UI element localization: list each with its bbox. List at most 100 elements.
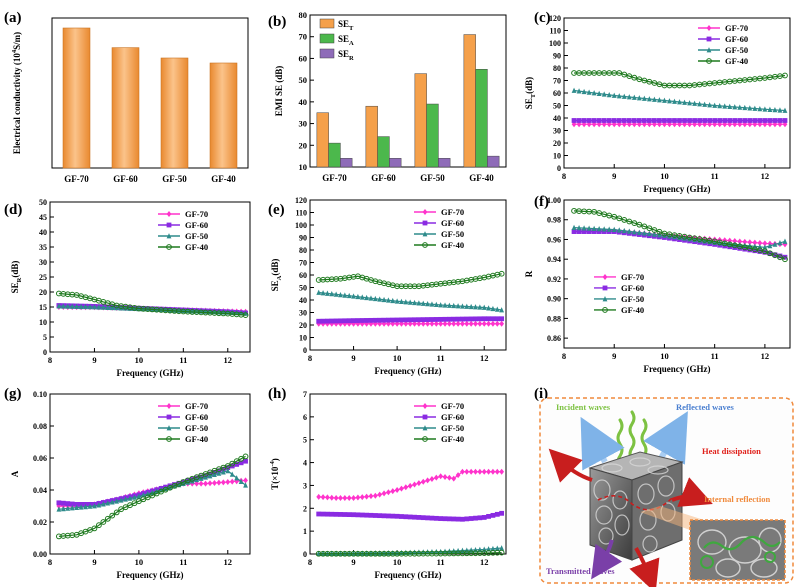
point-gf-70 xyxy=(416,480,422,487)
point-gf-60 xyxy=(325,511,330,517)
legend-sub: A xyxy=(349,40,354,47)
legend-main: SE xyxy=(338,34,349,44)
point-gf-40 xyxy=(113,509,120,516)
point-gf-50 xyxy=(87,503,93,509)
point-gf-60 xyxy=(368,317,374,323)
point-gf-60 xyxy=(727,118,733,123)
y-tick-label: 15 xyxy=(39,303,47,312)
point-gf-50 xyxy=(78,303,84,310)
point-gf-70 xyxy=(407,320,413,327)
point-gf-40 xyxy=(651,227,658,233)
point-gf-70 xyxy=(460,468,465,475)
point-gf-70 xyxy=(359,320,365,327)
point-gf-60 xyxy=(399,317,404,323)
x-tick-label: 8 xyxy=(48,355,52,365)
point-gf-50 xyxy=(100,304,106,310)
point-gf-50 xyxy=(407,299,413,305)
point-gf-50 xyxy=(203,474,208,480)
point-gf-40 xyxy=(636,221,643,228)
point-gf-70 xyxy=(229,478,235,485)
point-gf-70 xyxy=(477,468,483,475)
point-gf-40 xyxy=(498,549,505,556)
point-gf-50 xyxy=(118,497,124,503)
legend-marker xyxy=(166,425,172,431)
point-gf-70 xyxy=(420,478,426,485)
point-gf-50 xyxy=(342,292,348,298)
point-gf-50 xyxy=(438,302,444,308)
legend-marker xyxy=(422,209,428,215)
x-tick-label: GF-50 xyxy=(420,173,445,183)
x-tick-label: 8 xyxy=(48,557,52,567)
y-tick-label: 70 xyxy=(299,259,307,268)
point-gf-40 xyxy=(782,72,788,79)
x-tick-label: GF-40 xyxy=(211,174,236,184)
point-gf-70 xyxy=(451,475,457,482)
point-gf-50 xyxy=(586,89,592,95)
point-gf-60 xyxy=(621,118,627,123)
panel-label-b: (b) xyxy=(268,14,286,30)
y-axis-label-end: (dB) xyxy=(10,261,20,278)
y-tick-label: 80 xyxy=(299,10,308,20)
x-tick-label: 12 xyxy=(480,353,489,363)
point-gf-50 xyxy=(468,303,474,310)
point-gf-60 xyxy=(586,118,592,123)
point-gf-70 xyxy=(473,468,478,475)
y-tick-label: 0.06 xyxy=(33,454,47,463)
legend-marker xyxy=(422,403,428,409)
point-gf-70 xyxy=(433,474,439,481)
x-axis-label: Frequency (GHz) xyxy=(643,364,710,374)
point-gf-40 xyxy=(641,77,648,84)
point-gf-50 xyxy=(672,98,677,104)
legend-marker xyxy=(422,242,428,248)
point-gf-60 xyxy=(60,500,66,506)
x-tick-label: 8 xyxy=(562,171,566,181)
point-gf-70 xyxy=(399,320,404,327)
y-tick-label: 20 xyxy=(299,321,307,330)
point-gf-50 xyxy=(782,107,788,113)
point-gf-50 xyxy=(446,302,452,308)
x-tick-label: GF-40 xyxy=(469,173,494,183)
legend-marker xyxy=(166,403,172,409)
y-tick-label: 5 xyxy=(43,333,47,342)
bar-se_t-gf-50 xyxy=(414,73,427,168)
point-gf-60 xyxy=(403,317,409,323)
point-gf-50 xyxy=(611,226,617,232)
point-gf-50 xyxy=(601,91,607,97)
point-gf-60 xyxy=(494,316,500,322)
point-gf-70 xyxy=(446,474,452,481)
y-tick-label: 50 xyxy=(299,284,307,293)
reflected-waves-icon xyxy=(580,411,688,471)
x-tick-label: 11 xyxy=(179,557,187,567)
panel-label-e: (e) xyxy=(268,202,285,218)
y-tick-label: 0.02 xyxy=(33,518,47,527)
point-gf-60 xyxy=(325,318,330,324)
point-gf-50 xyxy=(732,104,738,110)
schematic-panel: Incident waves Reflected waves Heat diss… xyxy=(539,397,794,587)
point-gf-50 xyxy=(490,545,496,552)
y-tick-label: 70 xyxy=(553,77,561,86)
point-gf-60 xyxy=(394,317,400,323)
point-gf-40 xyxy=(238,455,245,462)
legend-marker xyxy=(166,436,172,442)
point-gf-60 xyxy=(742,246,748,252)
transmitted-waves-label: Transmitted waves xyxy=(546,566,615,576)
point-gf-60 xyxy=(56,500,62,506)
point-gf-70 xyxy=(499,468,505,475)
point-gf-50 xyxy=(702,101,708,107)
point-gf-40 xyxy=(242,453,249,460)
point-gf-60 xyxy=(667,118,672,123)
point-gf-50 xyxy=(616,227,622,233)
point-gf-60 xyxy=(641,118,647,123)
point-gf-60 xyxy=(591,229,597,234)
point-gf-70 xyxy=(386,489,391,496)
point-gf-70 xyxy=(446,320,452,327)
point-gf-60 xyxy=(329,318,335,324)
point-gf-50 xyxy=(767,106,773,112)
y-axis-label-sup: -4 xyxy=(269,460,276,466)
y-axis-label: SET(dB) xyxy=(524,77,537,109)
point-gf-60 xyxy=(682,118,687,123)
point-gf-50 xyxy=(494,545,500,551)
point-gf-50 xyxy=(460,303,465,309)
point-gf-70 xyxy=(412,320,417,327)
